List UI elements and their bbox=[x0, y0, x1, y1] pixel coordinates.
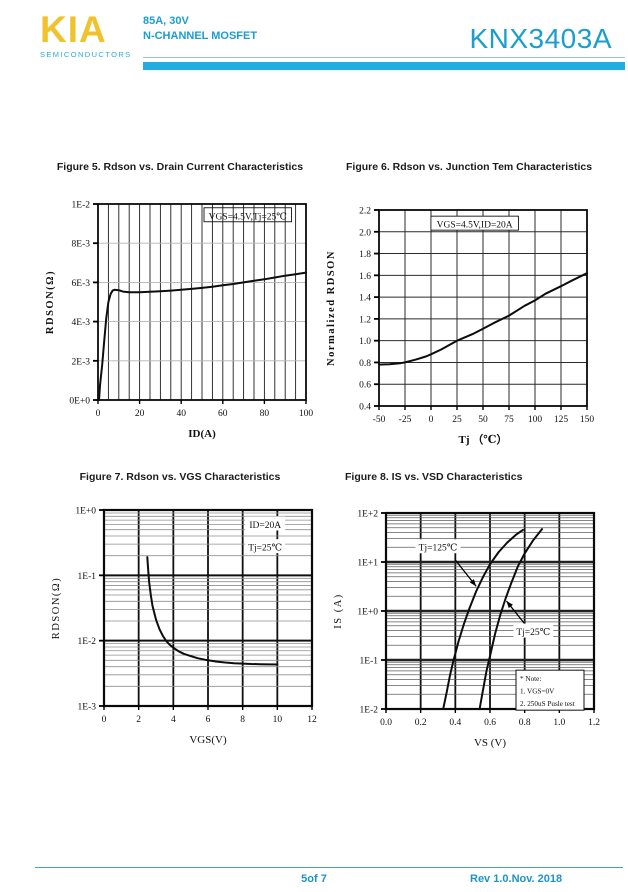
svg-text:1.0: 1.0 bbox=[359, 337, 371, 347]
svg-text:1E-2: 1E-2 bbox=[360, 706, 379, 716]
svg-text:20: 20 bbox=[135, 409, 145, 419]
svg-text:6E-3: 6E-3 bbox=[72, 279, 91, 289]
svg-text:1E-1: 1E-1 bbox=[78, 572, 97, 582]
svg-text:0.8: 0.8 bbox=[519, 718, 531, 728]
svg-text:2. 250uS Pusle test: 2. 250uS Pusle test bbox=[520, 700, 575, 708]
svg-text:25: 25 bbox=[452, 415, 462, 425]
svg-text:VGS(V): VGS(V) bbox=[189, 734, 227, 746]
svg-text:1.8: 1.8 bbox=[359, 250, 371, 260]
svg-text:VS (V): VS (V) bbox=[474, 737, 506, 749]
svg-text:0.0: 0.0 bbox=[380, 718, 392, 728]
svg-text:1.2: 1.2 bbox=[359, 315, 371, 325]
svg-text:RDSON(Ω): RDSON(Ω) bbox=[51, 577, 62, 639]
svg-text:2.0: 2.0 bbox=[359, 228, 371, 238]
revision-label: Rev 1.0.Nov. 2018 bbox=[470, 873, 563, 885]
figure7-title: Figure 7. Rdson vs. VGS Characteristics bbox=[79, 471, 281, 483]
svg-text:125: 125 bbox=[554, 415, 569, 425]
svg-text:1E-3: 1E-3 bbox=[78, 703, 97, 713]
svg-text:100: 100 bbox=[299, 409, 314, 419]
figure5-chart: 0 20 40 60 80 100 0E+0 2E-3 4E-3 6E-3 8E-3 1E-2 ID(A… bbox=[45, 201, 314, 441]
figure8-chart: 0.0 0.2 0.4 0.6 0.8 1.0 1.2 1E+2 1E+1 1E+0 1E-1 1E-… bbox=[333, 510, 600, 750]
svg-text:150: 150 bbox=[580, 415, 595, 425]
figure7-chart: 0 2 4 6 8 10 12 1E+0 1E-1 1E-2 1E-3 VGS(V) RDSON(Ω) I… bbox=[51, 507, 317, 747]
svg-text:Tj=25℃: Tj=25℃ bbox=[248, 544, 282, 554]
svg-text:0.6: 0.6 bbox=[359, 381, 371, 391]
svg-text:Tj=125℃: Tj=125℃ bbox=[419, 544, 458, 554]
svg-text:40: 40 bbox=[176, 409, 186, 419]
svg-text:4: 4 bbox=[171, 715, 176, 725]
svg-text:8: 8 bbox=[240, 715, 245, 725]
svg-text:12: 12 bbox=[307, 715, 317, 725]
svg-text:0.4: 0.4 bbox=[449, 718, 461, 728]
svg-text:1E+2: 1E+2 bbox=[357, 510, 378, 520]
svg-text:VGS=4.5V,ID=20A: VGS=4.5V,ID=20A bbox=[437, 221, 513, 231]
svg-text:60: 60 bbox=[218, 409, 228, 419]
svg-text:0.2: 0.2 bbox=[415, 718, 427, 728]
svg-text:0.6: 0.6 bbox=[484, 718, 496, 728]
svg-text:ID(A): ID(A) bbox=[188, 428, 216, 440]
svg-text:1E+1: 1E+1 bbox=[357, 559, 378, 569]
svg-text:-50: -50 bbox=[373, 415, 386, 425]
svg-text:0: 0 bbox=[96, 409, 101, 419]
svg-text:1.0: 1.0 bbox=[553, 718, 565, 728]
svg-text:RDSON(Ω): RDSON(Ω) bbox=[45, 270, 56, 334]
device-type: N-CHANNEL MOSFET bbox=[143, 30, 258, 42]
svg-text:0.4: 0.4 bbox=[359, 403, 371, 413]
figure8-title: Figure 8. IS vs. VSD Characteristics bbox=[345, 471, 523, 483]
svg-text:1E-1: 1E-1 bbox=[360, 657, 379, 667]
svg-text:* Note:: * Note: bbox=[520, 675, 541, 683]
svg-text:2.2: 2.2 bbox=[359, 207, 371, 217]
svg-text:1.4: 1.4 bbox=[359, 294, 371, 304]
svg-text:10: 10 bbox=[273, 715, 283, 725]
svg-text:-25: -25 bbox=[399, 415, 412, 425]
svg-text:2: 2 bbox=[136, 715, 141, 725]
kia-logo: KIA SEMICONDUCTORS bbox=[40, 9, 132, 59]
svg-text:80: 80 bbox=[260, 409, 270, 419]
svg-text:Tj （℃）: Tj （℃） bbox=[459, 433, 508, 446]
svg-text:0: 0 bbox=[429, 415, 434, 425]
part-number: KNX3403A bbox=[469, 23, 612, 54]
svg-text:0.8: 0.8 bbox=[359, 359, 371, 369]
svg-text:0E+0: 0E+0 bbox=[69, 397, 90, 407]
header-rule-thin bbox=[143, 57, 625, 58]
svg-text:1.6: 1.6 bbox=[359, 272, 371, 282]
header-rule-thick bbox=[143, 62, 625, 70]
svg-text:IS (A): IS (A) bbox=[333, 593, 344, 629]
figure6-chart: -50 -25 0 25 50 75 100 125 150 0.4 0.6 0.8 1.0 1.2 1.4… bbox=[326, 207, 595, 447]
kia-logo-text: KIA bbox=[40, 9, 107, 50]
svg-text:1. VGS=0V: 1. VGS=0V bbox=[520, 688, 555, 696]
device-rating: 85A, 30V bbox=[143, 15, 189, 27]
svg-text:8E-3: 8E-3 bbox=[72, 240, 91, 250]
kia-logo-subtext: SEMICONDUCTORS bbox=[40, 50, 132, 59]
svg-text:1E+0: 1E+0 bbox=[75, 507, 96, 517]
svg-text:1E-2: 1E-2 bbox=[72, 201, 91, 211]
svg-text:Normalized RDSON: Normalized RDSON bbox=[326, 250, 337, 366]
svg-text:4E-3: 4E-3 bbox=[72, 318, 91, 328]
svg-text:1E-2: 1E-2 bbox=[78, 637, 97, 647]
page-indicator: 5of 7 bbox=[301, 873, 327, 885]
device-summary: 85A, 30V N-CHANNEL MOSFET bbox=[143, 14, 257, 44]
svg-text:VGS=4.5V,Tj=25℃: VGS=4.5V,Tj=25℃ bbox=[209, 212, 288, 222]
footer-rule bbox=[35, 867, 623, 868]
figure6-title: Figure 6. Rdson vs. Junction Tem Charact… bbox=[346, 161, 593, 173]
svg-text:0: 0 bbox=[102, 715, 107, 725]
svg-text:ID=20A: ID=20A bbox=[249, 521, 281, 531]
svg-text:2E-3: 2E-3 bbox=[72, 357, 91, 367]
svg-text:100: 100 bbox=[528, 415, 543, 425]
svg-text:1.2: 1.2 bbox=[588, 718, 600, 728]
svg-text:50: 50 bbox=[478, 415, 488, 425]
svg-text:6: 6 bbox=[206, 715, 211, 725]
svg-text:75: 75 bbox=[504, 415, 514, 425]
svg-text:Tj=25℃: Tj=25℃ bbox=[516, 628, 550, 638]
figure5-title: Figure 5. Rdson vs. Drain Current Charac… bbox=[56, 161, 304, 173]
svg-text:1E+0: 1E+0 bbox=[357, 608, 378, 618]
